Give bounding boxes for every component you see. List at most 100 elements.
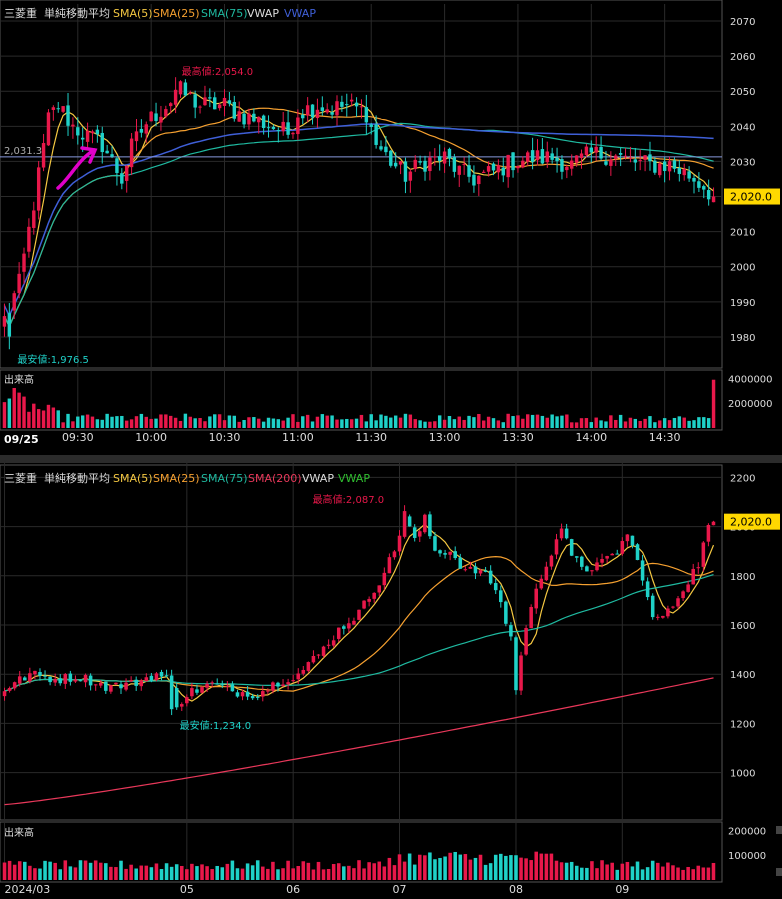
volume-bar bbox=[325, 415, 329, 428]
candle-body bbox=[374, 124, 378, 145]
daily-legend: 三菱重 単純移動平均 SMA(5) SMA(25) SMA(75) SMA(20… bbox=[4, 471, 370, 485]
volume-bar bbox=[389, 417, 393, 428]
candle-body bbox=[452, 157, 457, 172]
volume-bar bbox=[139, 865, 144, 880]
candle-body bbox=[453, 551, 457, 559]
volume-bar bbox=[433, 859, 437, 880]
volume-bar bbox=[530, 414, 535, 428]
intraday-date-label: 09/25 bbox=[4, 433, 39, 446]
intraday-candles bbox=[2, 77, 716, 350]
volume-bar bbox=[529, 860, 533, 880]
candle-body bbox=[579, 153, 584, 159]
candle-body bbox=[315, 109, 320, 119]
volume-bar bbox=[71, 421, 75, 428]
legend-symbol: 三菱重 bbox=[4, 471, 37, 485]
candle-body bbox=[73, 679, 78, 682]
volume-bar bbox=[610, 862, 614, 880]
candle-body bbox=[544, 566, 549, 581]
candle-body bbox=[661, 615, 665, 618]
volume-tick-label: 2000000 bbox=[728, 399, 773, 410]
volume-bar bbox=[320, 414, 325, 428]
volume-bar bbox=[478, 854, 483, 880]
candle-body bbox=[32, 210, 36, 228]
candle-body bbox=[645, 581, 650, 598]
candle-body bbox=[643, 155, 647, 160]
volume-bar bbox=[203, 421, 207, 428]
candle-body bbox=[261, 115, 266, 128]
volume-bar bbox=[41, 410, 46, 428]
volume-bar bbox=[357, 860, 361, 880]
candle-body bbox=[496, 165, 501, 173]
candle-body bbox=[250, 696, 255, 699]
volume-bar bbox=[250, 865, 255, 880]
candle-body bbox=[41, 143, 46, 168]
volume-bar bbox=[342, 866, 346, 880]
volume-bar bbox=[545, 417, 549, 428]
volume-bar bbox=[330, 415, 334, 428]
volume-bar bbox=[110, 416, 114, 428]
candle-body bbox=[686, 584, 690, 592]
daily-indicator-lines bbox=[4, 523, 715, 806]
volume-bar bbox=[407, 853, 412, 880]
volume-tick-label: 100000 bbox=[728, 851, 766, 862]
candle-body bbox=[120, 173, 124, 184]
volume-bar bbox=[580, 867, 584, 880]
volume-bar bbox=[534, 851, 539, 880]
candle-body bbox=[88, 675, 93, 686]
volume-bar bbox=[628, 417, 633, 428]
candle-body bbox=[139, 128, 144, 133]
candle-body bbox=[134, 131, 139, 142]
volume-bar bbox=[271, 861, 275, 880]
candle-body bbox=[149, 675, 154, 681]
volume-bar bbox=[702, 417, 706, 428]
volume-bar bbox=[457, 416, 461, 428]
volume-bar bbox=[640, 869, 645, 880]
candle-body bbox=[56, 108, 60, 110]
candle-body bbox=[477, 175, 481, 185]
candle-body bbox=[711, 196, 716, 203]
volume-bar bbox=[648, 416, 652, 428]
candle-body bbox=[222, 97, 227, 106]
sma25-line bbox=[4, 555, 714, 692]
volume-bar bbox=[7, 398, 12, 428]
y-tick-label: 1000 bbox=[730, 769, 755, 780]
candle-body bbox=[200, 687, 204, 693]
volume-bar bbox=[169, 415, 173, 428]
candle-body bbox=[468, 566, 473, 569]
candle-body bbox=[655, 616, 660, 618]
candle-body bbox=[185, 697, 189, 704]
legend-sma25: SMA(25) bbox=[153, 472, 200, 485]
candle-body bbox=[509, 625, 513, 637]
volume-bar bbox=[217, 414, 222, 428]
daily-price-frame bbox=[0, 464, 723, 821]
candle-body bbox=[392, 551, 397, 558]
volume-bar bbox=[599, 420, 603, 428]
candle-body bbox=[159, 671, 164, 677]
candle-body bbox=[345, 104, 349, 106]
volume-bar bbox=[12, 388, 16, 428]
candle-body bbox=[217, 104, 222, 109]
scroll-marker-top[interactable] bbox=[776, 826, 782, 834]
volume-bar bbox=[174, 864, 179, 880]
legend-mode: 単純移動平均 bbox=[44, 471, 110, 485]
volume-bar bbox=[349, 419, 354, 428]
volume-bar bbox=[504, 855, 508, 880]
candle-body bbox=[570, 160, 574, 169]
legend-mode: 単純移動平均 bbox=[44, 6, 110, 20]
candle-body bbox=[516, 165, 520, 169]
volume-bar bbox=[56, 410, 60, 428]
volume-bar bbox=[691, 869, 695, 880]
volume-bar bbox=[316, 861, 321, 880]
candle-body bbox=[154, 673, 159, 681]
x-tick-label: 10:00 bbox=[135, 431, 167, 444]
candle-body bbox=[488, 570, 493, 584]
candle-body bbox=[190, 688, 194, 697]
candle-body bbox=[51, 107, 56, 110]
volume-bar bbox=[326, 868, 331, 880]
candle-body bbox=[635, 544, 640, 561]
scroll-marker-bottom[interactable] bbox=[776, 868, 782, 876]
candle-body bbox=[90, 131, 95, 134]
candle-body bbox=[437, 156, 442, 161]
candle-body bbox=[550, 153, 554, 160]
candle-body bbox=[676, 598, 680, 607]
